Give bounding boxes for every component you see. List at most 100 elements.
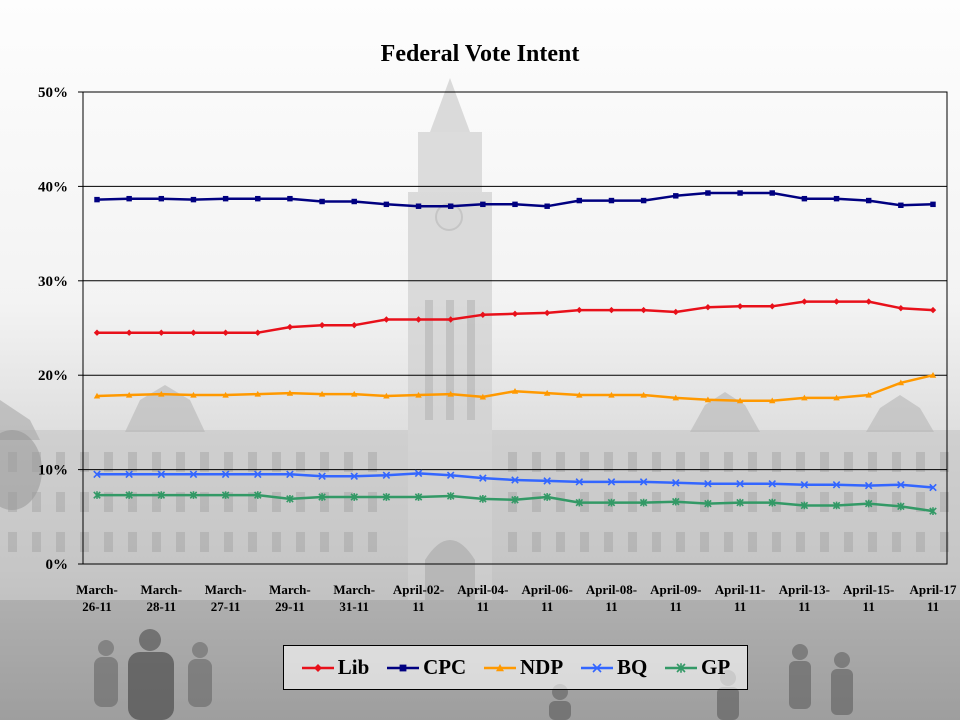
building-window [8, 532, 17, 552]
x-tick-label-line: 28-11 [146, 599, 176, 614]
cpc-data-point [287, 195, 293, 202]
building-window [700, 452, 709, 472]
ndp-data-point [608, 391, 615, 398]
building-window [868, 532, 877, 552]
gp-data-point [511, 495, 519, 504]
cpc-data-point [673, 193, 679, 199]
lib-data-point [576, 306, 583, 314]
building-window [796, 492, 805, 512]
x-tick-label: April-06- 11 [522, 582, 573, 614]
x-tick-label-line: April-09- [650, 582, 701, 597]
building-window [128, 452, 137, 472]
ndp-data-point [158, 390, 165, 397]
cpc-data-point [769, 190, 775, 196]
gp-legend-marker-icon [665, 662, 698, 673]
gridlines [78, 91, 947, 565]
ndp-data-point [415, 391, 422, 398]
chart-title: Federal Vote Intent [381, 41, 580, 67]
person-silhouette [94, 640, 118, 707]
ndp-data-point [351, 390, 358, 397]
gp-data-point [157, 491, 166, 499]
cpc-data-point [833, 195, 840, 202]
building-window [532, 532, 541, 552]
ndp-data-point [833, 394, 840, 401]
ndp-data-point [125, 391, 133, 398]
bq-data-point [864, 481, 873, 490]
gp-data-point [768, 498, 776, 507]
x-tick-label-line: April-11- [715, 582, 766, 597]
legend-item-gp: GP [664, 655, 730, 680]
building-window [940, 492, 949, 512]
y-tick-label: 30% [38, 274, 68, 290]
gp-data-point [286, 495, 294, 503]
x-axis-labels: March- 26-11 March- 28-11 March- 27-11 March- 2… [76, 582, 957, 614]
y-tick-label: 50% [38, 85, 68, 101]
bq-data-point [93, 470, 101, 479]
lib-legend-marker-icon [301, 663, 334, 672]
cpc-data-point [576, 197, 583, 204]
cpc-legend-marker-icon [387, 664, 420, 671]
legend-marker [676, 662, 686, 673]
lib-data-point [158, 329, 165, 336]
x-tick-label-line: April-15- [843, 582, 894, 597]
building-window [248, 532, 257, 552]
lib-data-point [318, 321, 326, 329]
tower-arch [425, 540, 475, 600]
cpc-data-point [801, 195, 808, 202]
building-window [892, 452, 901, 472]
building-window [8, 492, 17, 512]
x-tick-label-line: 11 [477, 599, 489, 614]
lib-data-point [929, 306, 937, 314]
legend-marker [496, 663, 504, 671]
x-tick-label-line: 11 [927, 599, 939, 614]
x-tick-label: April-17 11 [910, 582, 957, 614]
building-window [272, 532, 281, 552]
x-tick-label-line: 11 [670, 599, 682, 614]
cpc-data-point [383, 201, 390, 208]
x-tick-label-line: 11 [541, 599, 553, 614]
ndp-data-point [897, 379, 905, 386]
building-window [224, 452, 233, 472]
bq-data-point [768, 479, 776, 488]
lib-data-point [511, 310, 519, 318]
y-tick-label: 0% [46, 557, 69, 573]
tower-belfry [418, 132, 482, 192]
building-window [176, 532, 185, 552]
cpc-data-point [319, 198, 325, 205]
x-tick-label: April-15- 11 [843, 582, 894, 614]
ndp-data-point [929, 372, 937, 378]
gp-data-point [736, 498, 744, 507]
building-window [320, 452, 329, 472]
lib-data-point [897, 304, 905, 312]
building-window [344, 452, 353, 472]
cpc-data-point [126, 195, 132, 202]
x-tick-label-line: April-04- [457, 582, 508, 597]
ndp-data-point [447, 390, 454, 397]
building-window [748, 532, 757, 552]
ndp-data-point [93, 392, 101, 399]
bq-data-point [575, 478, 584, 486]
building-window [916, 492, 925, 512]
building-window [296, 532, 305, 552]
lib-data-point [736, 303, 744, 310]
x-tick-label-line: March- [269, 582, 311, 597]
building-window [844, 492, 853, 512]
building-window [128, 532, 137, 552]
gp-data-point [639, 498, 648, 507]
chart-legend: Lib CPC NDP BQ GP [283, 645, 748, 690]
x-tick-label: March- 29-11 [269, 582, 311, 614]
lib-data-point [222, 329, 229, 336]
bq-data-point [929, 483, 937, 492]
bq-data-point [221, 470, 230, 479]
person-silhouette [128, 629, 174, 720]
building-window [892, 532, 901, 552]
cpc-data-point [190, 196, 197, 203]
building-window [772, 532, 781, 552]
x-tick-label-line: 31-11 [339, 599, 369, 614]
lib-data-point [479, 311, 487, 318]
bq-data-point [446, 471, 455, 480]
bq-data-point [736, 479, 744, 488]
x-tick-label: April-08- 11 [586, 582, 637, 614]
